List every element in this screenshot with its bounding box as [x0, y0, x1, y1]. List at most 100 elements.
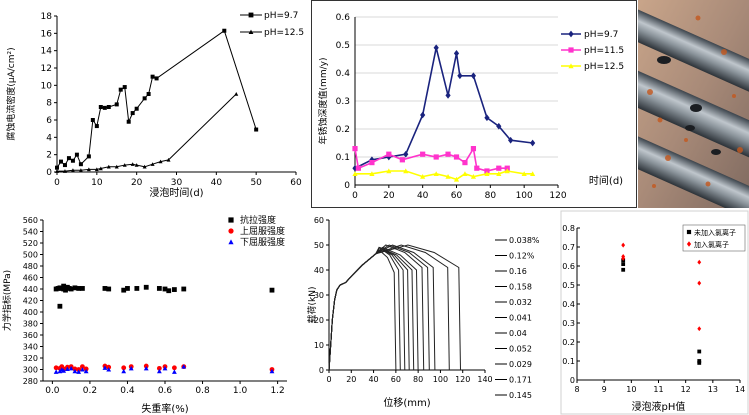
y-tick-label: 0.5 [336, 41, 350, 51]
y-tick-label: 0 [570, 376, 575, 385]
legend-marker [686, 241, 692, 247]
legend-marker [228, 239, 234, 245]
y-tick-label: 0.4 [562, 300, 575, 309]
data-point [496, 171, 502, 177]
y-axis-title: 年锈蚀深度值(mm/y) [317, 58, 329, 145]
y-tick-label: 0.6 [336, 13, 351, 23]
chart-weight-loss: 8 9 10 11 12 13 14 0 0.1 0.2 0.3 0.4 0.5 0.6 0.7 0.8 浸泡液… [560, 210, 749, 415]
data-point [142, 96, 147, 101]
data-point [142, 164, 147, 169]
data-point [98, 105, 103, 109]
data-point [403, 168, 409, 174]
y-tick-label: 400 [23, 308, 38, 317]
y-tick-label: 6 [46, 116, 52, 126]
data-point [445, 174, 451, 179]
data-point [55, 169, 59, 173]
legend-marker [228, 217, 234, 223]
chart-mechanical: 0.0 0.2 0.4 0.6 0.8 1.0 1.2 280 300 320 340 360 380 4… [1, 214, 287, 415]
legend-label: 0.145 [509, 391, 532, 400]
legend-label: 上屈服强度 [240, 225, 285, 237]
series-line [57, 93, 237, 172]
data-point [70, 158, 75, 163]
x-tick-label: 0.2 [83, 386, 97, 396]
data-point [63, 287, 68, 293]
y-tick-label: 0 [46, 168, 52, 178]
y-tick-label: 30 [314, 291, 324, 300]
data-point [53, 369, 59, 374]
data-point [76, 369, 82, 374]
x-tick-label: 8 [574, 385, 579, 394]
data-point [445, 92, 451, 99]
y-tick-label: 0.2 [336, 125, 350, 135]
x-tick-label: 60 [290, 178, 302, 188]
y-tick-label: 0 [319, 366, 324, 375]
x-tick-label: 0.4 [120, 386, 135, 396]
data-point [134, 163, 139, 167]
curve [328, 244, 430, 371]
data-point [130, 162, 135, 166]
legend-label: pH=12.5 [264, 28, 304, 38]
data-point [162, 365, 168, 371]
y-tick-label: 16 [41, 29, 53, 39]
data-point [102, 105, 107, 110]
legend-label: 0.16 [509, 267, 527, 276]
y-axis-title: 力学指标(MPa) [1, 270, 13, 331]
data-point [102, 365, 108, 370]
legend-label: 0.038% [509, 236, 540, 245]
y-tick-label: 420 [23, 297, 38, 306]
data-point [146, 92, 151, 96]
data-point [121, 287, 127, 293]
data-point [697, 326, 702, 332]
data-point [80, 367, 85, 372]
y-tick-label: 280 [23, 377, 38, 386]
x-tick-label: 100 [516, 191, 533, 201]
data-point [171, 369, 177, 374]
data-point [470, 174, 477, 179]
legend-label: 0.032 [509, 298, 532, 307]
x-tick-label: 0.8 [195, 386, 210, 396]
data-point [53, 365, 59, 371]
x-tick-label: 0 [352, 191, 358, 201]
data-point [445, 151, 451, 157]
x-axis-title: 时间(d) [589, 174, 623, 187]
data-point [420, 174, 426, 179]
x-tick-label: 0 [326, 375, 331, 384]
data-point [61, 368, 67, 373]
data-point [530, 171, 536, 177]
x-tick-label: 13 [708, 385, 718, 394]
curve [328, 246, 410, 371]
data-point [484, 171, 490, 177]
data-point [484, 168, 490, 174]
legend-label: 0.029 [509, 360, 532, 369]
y-tick-label: 0.1 [562, 357, 575, 366]
data-point [181, 286, 187, 292]
x-tick-label: 80 [485, 191, 497, 201]
x-tick-label: 60 [451, 191, 463, 201]
data-point [143, 284, 149, 290]
legend-marker [248, 12, 254, 18]
data-point [156, 368, 162, 374]
data-point [114, 102, 119, 107]
x-tick-label: 12 [681, 385, 691, 394]
x-axis-title: 浸泡时间(d) [149, 186, 203, 199]
curve [328, 246, 401, 371]
data-point [462, 160, 468, 166]
legend-label: 未加入氯离子 [694, 228, 736, 237]
x-tick-label: 10 [91, 178, 103, 188]
legend-marker [568, 30, 574, 38]
y-tick-label: 10 [41, 81, 53, 91]
x-tick-label: 60 [391, 375, 401, 384]
data-point [697, 280, 702, 286]
y-tick-label: 300 [23, 366, 38, 375]
y-tick-label: 10 [314, 341, 324, 350]
x-tick-label: 50 [250, 178, 262, 188]
chart-panel-corrosion-depth: 0 0.1 0.2 0.3 0.4 0.5 0.6 0 20 40 60 80 100 120 时间(d) 年… [311, 0, 637, 208]
data-point [86, 154, 91, 159]
x-tick-label: 80 [413, 375, 423, 384]
y-tick-label: 540 [23, 228, 38, 237]
data-point [62, 163, 67, 168]
x-axis-title: 失重率(%) [141, 402, 188, 415]
data-point [90, 118, 95, 122]
data-point [697, 259, 702, 265]
data-point [106, 367, 112, 372]
